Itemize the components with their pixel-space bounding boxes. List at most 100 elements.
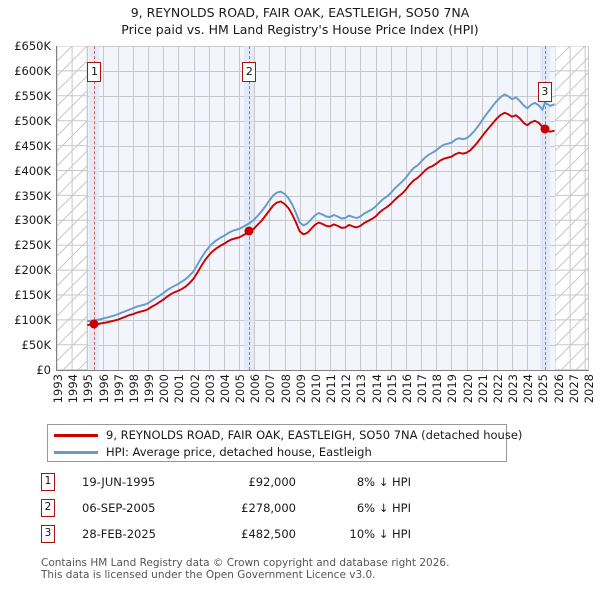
x-axis-tick-label: 2003 bbox=[202, 374, 217, 404]
x-axis-tick-label: 2017 bbox=[415, 374, 430, 404]
x-axis-tick-label: 2016 bbox=[399, 374, 414, 404]
x-axis-tick-label: 2018 bbox=[430, 374, 445, 404]
gridline-vertical bbox=[527, 46, 528, 370]
transactions-table: 1 19-JUN-1995 £92,000 8% ↓ HPI 2 06-SEP-… bbox=[41, 472, 461, 550]
x-axis-tick-label: 2004 bbox=[217, 374, 232, 404]
hatched-region bbox=[57, 46, 88, 370]
event-line-1 bbox=[94, 46, 96, 370]
gridline-horizontal bbox=[57, 146, 588, 147]
data-point-2[interactable] bbox=[244, 226, 254, 236]
x-axis-tick-label: 2012 bbox=[339, 374, 354, 404]
gridline-horizontal bbox=[57, 270, 588, 271]
chart-marker-3[interactable]: 3 bbox=[537, 82, 552, 102]
y-axis-tick-label: £350K bbox=[14, 188, 51, 203]
transaction-date-1: 19-JUN-1995 bbox=[82, 475, 156, 489]
x-axis-tick-label: 1994 bbox=[66, 374, 81, 404]
y-axis-tick-label: £150K bbox=[14, 288, 51, 303]
y-axis-tick-label: £200K bbox=[14, 263, 51, 278]
x-axis-tick-label: 2008 bbox=[278, 374, 293, 404]
table-row: 2 06-SEP-2005 £278,000 6% ↓ HPI bbox=[41, 498, 461, 524]
gridline-vertical bbox=[497, 46, 498, 370]
gridline-vertical bbox=[239, 46, 240, 370]
line-price-paid bbox=[87, 111, 555, 327]
x-axis-tick-label: 2021 bbox=[475, 374, 490, 404]
data-point-1[interactable] bbox=[89, 319, 99, 329]
y-axis-tick-label: £0 bbox=[36, 363, 51, 377]
transaction-marker-3: 3 bbox=[41, 525, 55, 543]
y-axis-tick-label: £300K bbox=[14, 213, 51, 228]
gridline-vertical bbox=[209, 46, 210, 370]
x-axis-tick-label: 2015 bbox=[384, 374, 399, 404]
footer-line-2: This data is licensed under the Open Gov… bbox=[41, 569, 376, 581]
gridline-vertical bbox=[254, 46, 255, 370]
x-axis-tick-label: 2000 bbox=[157, 374, 172, 404]
gridline-vertical bbox=[178, 46, 179, 370]
gridline-vertical bbox=[391, 46, 392, 370]
gridline-horizontal bbox=[57, 121, 588, 122]
x-axis-tick-label: 2006 bbox=[248, 374, 263, 404]
gridline-vertical bbox=[194, 46, 195, 370]
chart-marker-1[interactable]: 1 bbox=[87, 62, 102, 82]
x-axis-tick-label: 2028 bbox=[582, 374, 596, 404]
transaction-price-2: £278,000 bbox=[241, 501, 296, 515]
transaction-price-3: £482,500 bbox=[241, 527, 296, 541]
transaction-price-1: £92,000 bbox=[248, 475, 296, 489]
gridline-vertical bbox=[133, 46, 134, 370]
x-axis-tick-label: 2022 bbox=[490, 374, 505, 404]
gridline-vertical bbox=[269, 46, 270, 370]
legend-item-hpi: HPI: Average price, detached house, East… bbox=[54, 444, 372, 460]
gridline-horizontal bbox=[57, 71, 588, 72]
y-axis-tick-label: £650K bbox=[14, 39, 51, 53]
transaction-hpi-delta-1: 8% ↓ HPI bbox=[356, 475, 411, 489]
x-axis-tick-label: 2025 bbox=[536, 374, 551, 404]
y-axis-line bbox=[56, 46, 57, 370]
y-axis-tick-label: £550K bbox=[14, 88, 51, 103]
y-axis-tick-label: £450K bbox=[14, 138, 51, 153]
y-axis-tick-label: £250K bbox=[14, 238, 51, 253]
x-axis-line bbox=[56, 370, 589, 371]
gridline-vertical bbox=[436, 46, 437, 370]
chart-legend: 9, REYNOLDS ROAD, FAIR OAK, EASTLEIGH, S… bbox=[47, 424, 522, 462]
x-axis-tick-label: 2020 bbox=[460, 374, 475, 404]
chart-title-line1: 9, REYNOLDS ROAD, FAIR OAK, EASTLEIGH, S… bbox=[130, 5, 470, 20]
y-axis-labels: £0 £50K £100K £150K £200K £250K £300K £350K £400… bbox=[0, 39, 54, 377]
gridline-vertical bbox=[87, 46, 88, 370]
gridline-horizontal bbox=[57, 345, 588, 346]
legend-swatch-hpi bbox=[54, 450, 98, 454]
x-axis-tick-label: 1998 bbox=[126, 374, 141, 404]
table-row: 1 19-JUN-1995 £92,000 8% ↓ HPI bbox=[41, 472, 461, 498]
x-axis-tick-label: 2002 bbox=[187, 374, 202, 404]
footer-attribution: Contains HM Land Registry data © Crown c… bbox=[41, 557, 561, 581]
gridline-vertical bbox=[300, 46, 301, 370]
legend-swatch-price-paid bbox=[54, 433, 98, 437]
transaction-hpi-delta-3: 10% ↓ HPI bbox=[349, 527, 411, 541]
gridline-vertical bbox=[315, 46, 316, 370]
footer-line-1: Contains HM Land Registry data © Crown c… bbox=[41, 557, 450, 569]
gridline-vertical bbox=[406, 46, 407, 370]
gridline-horizontal bbox=[57, 245, 588, 246]
chart-title-line2: Price paid vs. HM Land Registry's House … bbox=[121, 22, 479, 37]
gridline-vertical bbox=[345, 46, 346, 370]
gridline-vertical bbox=[482, 46, 483, 370]
x-axis-tick-label: 2011 bbox=[324, 374, 339, 404]
x-axis-tick-label: 2005 bbox=[233, 374, 248, 404]
legend-item-price-paid: 9, REYNOLDS ROAD, FAIR OAK, EASTLEIGH, S… bbox=[54, 427, 522, 443]
gridline-vertical bbox=[512, 46, 513, 370]
x-axis-tick-label: 2023 bbox=[506, 374, 521, 404]
x-axis-tick-label: 2013 bbox=[354, 374, 369, 404]
x-axis-tick-label: 1999 bbox=[142, 374, 157, 404]
gridline-vertical bbox=[467, 46, 468, 370]
x-axis-tick-label: 1997 bbox=[111, 374, 126, 404]
plot-background bbox=[57, 46, 588, 370]
hatched-region bbox=[554, 46, 588, 370]
chart-marker-2[interactable]: 2 bbox=[242, 62, 257, 82]
legend-label-hpi: HPI: Average price, detached house, East… bbox=[106, 445, 372, 459]
x-axis-tick-label: 2027 bbox=[566, 374, 581, 404]
data-point-3[interactable] bbox=[540, 124, 550, 134]
gridline-horizontal bbox=[57, 46, 588, 47]
y-axis-tick-label: £100K bbox=[14, 313, 51, 328]
gridline-horizontal bbox=[57, 196, 588, 197]
y-axis-tick-label: £600K bbox=[14, 63, 51, 78]
x-axis-tick-label: 2014 bbox=[369, 374, 384, 404]
